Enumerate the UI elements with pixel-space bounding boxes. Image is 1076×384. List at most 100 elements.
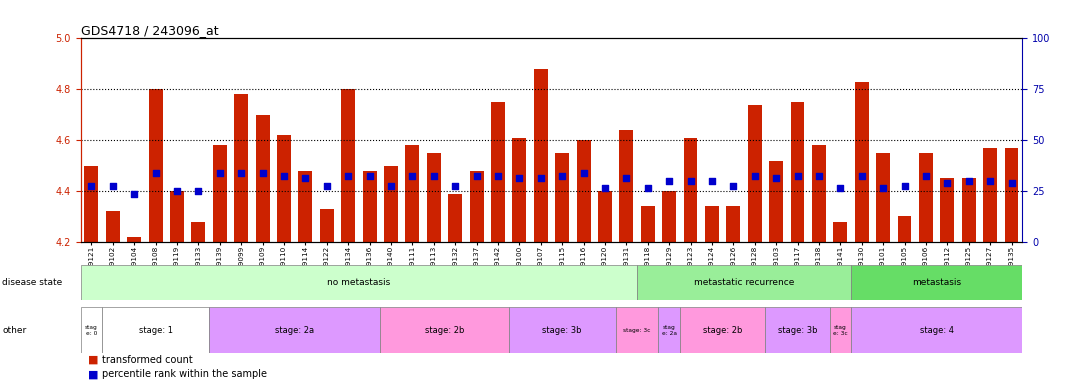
Text: metastatic recurrence: metastatic recurrence [694,278,794,287]
Bar [277,135,291,242]
Point [618,175,635,181]
Bar [1005,148,1019,242]
Bar [341,89,355,242]
Point [211,170,228,176]
Bar [851,265,1022,300]
Point [189,188,207,194]
Point [511,175,528,181]
Bar [683,137,697,242]
Point [767,175,784,181]
Bar [726,206,740,242]
Point [553,173,570,179]
Bar [509,307,615,353]
Text: GDS4718 / 243096_at: GDS4718 / 243096_at [81,24,218,37]
Bar [812,145,826,242]
Text: stage: 2a: stage: 2a [275,326,314,335]
Text: ■: ■ [88,369,99,379]
Bar [192,222,206,242]
Point [960,178,977,184]
Bar [491,102,505,242]
Text: metastasis: metastasis [912,278,961,287]
Bar [615,307,659,353]
Point [83,183,100,189]
Bar [620,130,634,242]
Bar [940,178,954,242]
Point [232,170,250,176]
Bar [705,206,719,242]
Point [875,185,892,192]
Bar [680,307,765,353]
Text: stage: 4: stage: 4 [920,326,953,335]
Point [832,185,849,192]
Bar [534,69,548,242]
Point [468,173,485,179]
Point [447,183,464,189]
Point [789,173,806,179]
Point [981,178,999,184]
Point [318,183,336,189]
Bar [854,82,868,242]
Bar [213,145,227,242]
Point [425,173,442,179]
Bar [962,178,976,242]
Bar [148,89,162,242]
Point [704,178,721,184]
Bar [983,148,997,242]
Bar [84,166,98,242]
Bar [298,170,312,242]
Text: stage: 1: stage: 1 [139,326,172,335]
Bar [598,191,612,242]
Point [360,173,378,179]
Text: stage: 2b: stage: 2b [425,326,464,335]
Bar [127,237,141,242]
Point [596,185,613,192]
Bar [209,307,380,353]
Bar [641,206,654,242]
Bar [662,191,676,242]
Bar [363,170,377,242]
Point [938,180,955,187]
Point [896,183,914,189]
Bar [102,307,209,353]
Bar [427,153,441,242]
Bar [637,265,851,300]
Bar [791,102,805,242]
Point [1003,180,1020,187]
Bar [659,307,680,353]
Bar [235,94,249,242]
Text: disease state: disease state [2,278,62,287]
Text: stage: 3b: stage: 3b [542,326,582,335]
Text: stage: 3b: stage: 3b [778,326,818,335]
Bar [449,194,462,242]
Bar [512,137,526,242]
Bar [919,153,933,242]
Bar [406,145,420,242]
Point [533,175,550,181]
Point [404,173,421,179]
Bar [834,222,847,242]
Bar [105,211,119,242]
Bar [320,209,334,242]
Point [147,170,165,176]
Point [297,175,314,181]
Point [725,183,742,189]
Bar [765,307,830,353]
Text: ■: ■ [88,355,99,365]
Point [639,185,656,192]
Bar [81,307,102,353]
Point [918,173,935,179]
Bar [384,166,398,242]
Point [168,188,185,194]
Text: percentile rank within the sample: percentile rank within the sample [102,369,267,379]
Bar [555,153,569,242]
Point [254,170,271,176]
Point [810,173,827,179]
Text: stag
e: 2a: stag e: 2a [662,325,677,336]
Bar [830,307,851,353]
Point [746,173,763,179]
Point [275,173,293,179]
Point [853,173,870,179]
Point [661,178,678,184]
Text: stag
e: 3c: stag e: 3c [833,325,848,336]
Point [682,178,699,184]
